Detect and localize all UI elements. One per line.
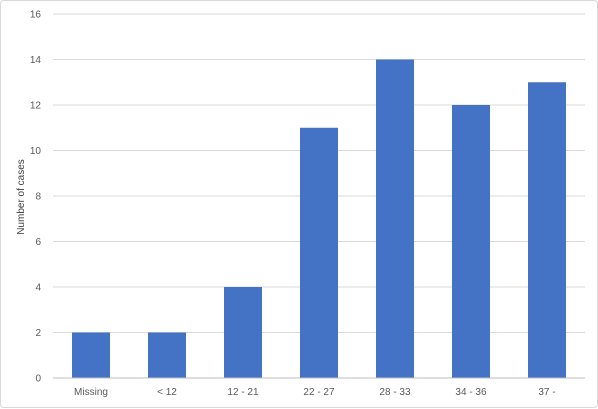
y-tick-labels: 0 2 4 6 8 10 12 14 16 — [30, 10, 42, 385]
y-tick-label: 0 — [35, 374, 41, 385]
x-tick-label: 37 - — [538, 387, 555, 398]
bar — [528, 82, 566, 378]
y-tick-label: 12 — [30, 101, 42, 112]
y-axis-title: Number of cases — [16, 159, 27, 235]
x-tick-labels: Missing < 12 12 - 21 22 - 27 28 - 33 34 - 36 3… — [74, 387, 556, 398]
y-tick-label: 2 — [35, 328, 41, 339]
x-tick-label: 28 - 33 — [379, 387, 411, 398]
bar — [148, 332, 186, 378]
x-tick-label: < 12 — [157, 387, 177, 398]
y-tick-label: 16 — [30, 10, 42, 21]
bar — [376, 59, 414, 378]
bar — [452, 105, 490, 378]
y-tick-label: 6 — [35, 237, 41, 248]
bar — [224, 287, 262, 378]
y-tick-label: 4 — [35, 283, 41, 294]
bar — [300, 127, 338, 378]
y-tick-label: 8 — [35, 192, 41, 203]
bars — [72, 59, 566, 378]
x-tick-label: 34 - 36 — [455, 387, 487, 398]
x-tick-label: 12 - 21 — [227, 387, 259, 398]
y-tick-label: 10 — [30, 146, 42, 157]
x-tick-label: Missing — [74, 387, 108, 398]
y-tick-label: 14 — [30, 55, 42, 66]
x-tick-label: 22 - 27 — [303, 387, 335, 398]
bar — [72, 332, 110, 378]
